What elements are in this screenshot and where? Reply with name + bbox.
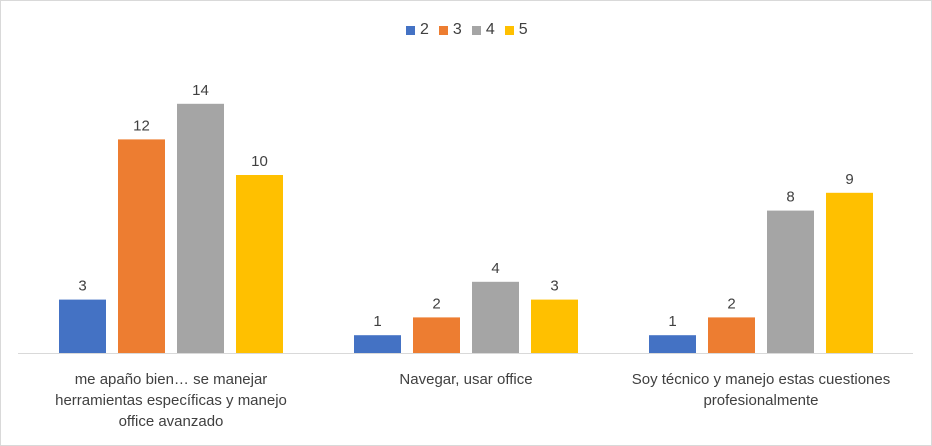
bar-series-5 [236,175,283,353]
legend-item-3: 3 [438,21,462,39]
data-label: 1 [668,313,676,330]
legend-swatch [406,25,415,35]
category-label: Soy técnico y manejo estas cuestiones pr… [631,371,891,409]
data-label: 9 [845,171,853,188]
legend: 2 3 4 5 [406,21,538,39]
data-label: 1 [373,313,381,330]
data-label: 2 [727,295,735,312]
data-label: 8 [786,189,794,206]
legend-item-4: 4 [471,21,495,39]
legend-label: 2 [420,21,429,38]
category-label: Navegar, usar office [399,371,533,388]
bar-series-3 [118,139,165,353]
data-label: 14 [192,82,209,99]
data-label: 2 [432,295,440,312]
bar-series-4 [177,103,224,353]
bar-series-2 [354,335,401,353]
data-label: 10 [251,153,268,170]
data-label: 4 [491,260,499,277]
legend-item-5: 5 [504,21,528,39]
bar-series-3 [708,317,755,353]
bar-series-4 [767,210,814,353]
legend-swatch [504,25,514,35]
legend-item-2: 2 [406,21,429,39]
bar-series-5 [531,299,578,353]
bar-series-2 [59,299,106,353]
bar-series-5 [826,192,873,353]
bar-series-3 [413,317,460,353]
bar-series-2 [649,335,696,353]
data-label: 3 [550,278,558,295]
legend-swatch [438,25,448,35]
legend-label: 5 [518,21,528,38]
bar-series-4 [472,281,519,353]
data-label: 12 [133,117,150,134]
legend-swatch [471,25,481,35]
category-label: me apaño bien… se manejar herramientas e… [55,371,287,430]
legend-label: 4 [485,21,495,38]
legend-label: 3 [452,21,462,38]
data-label: 3 [78,278,86,295]
